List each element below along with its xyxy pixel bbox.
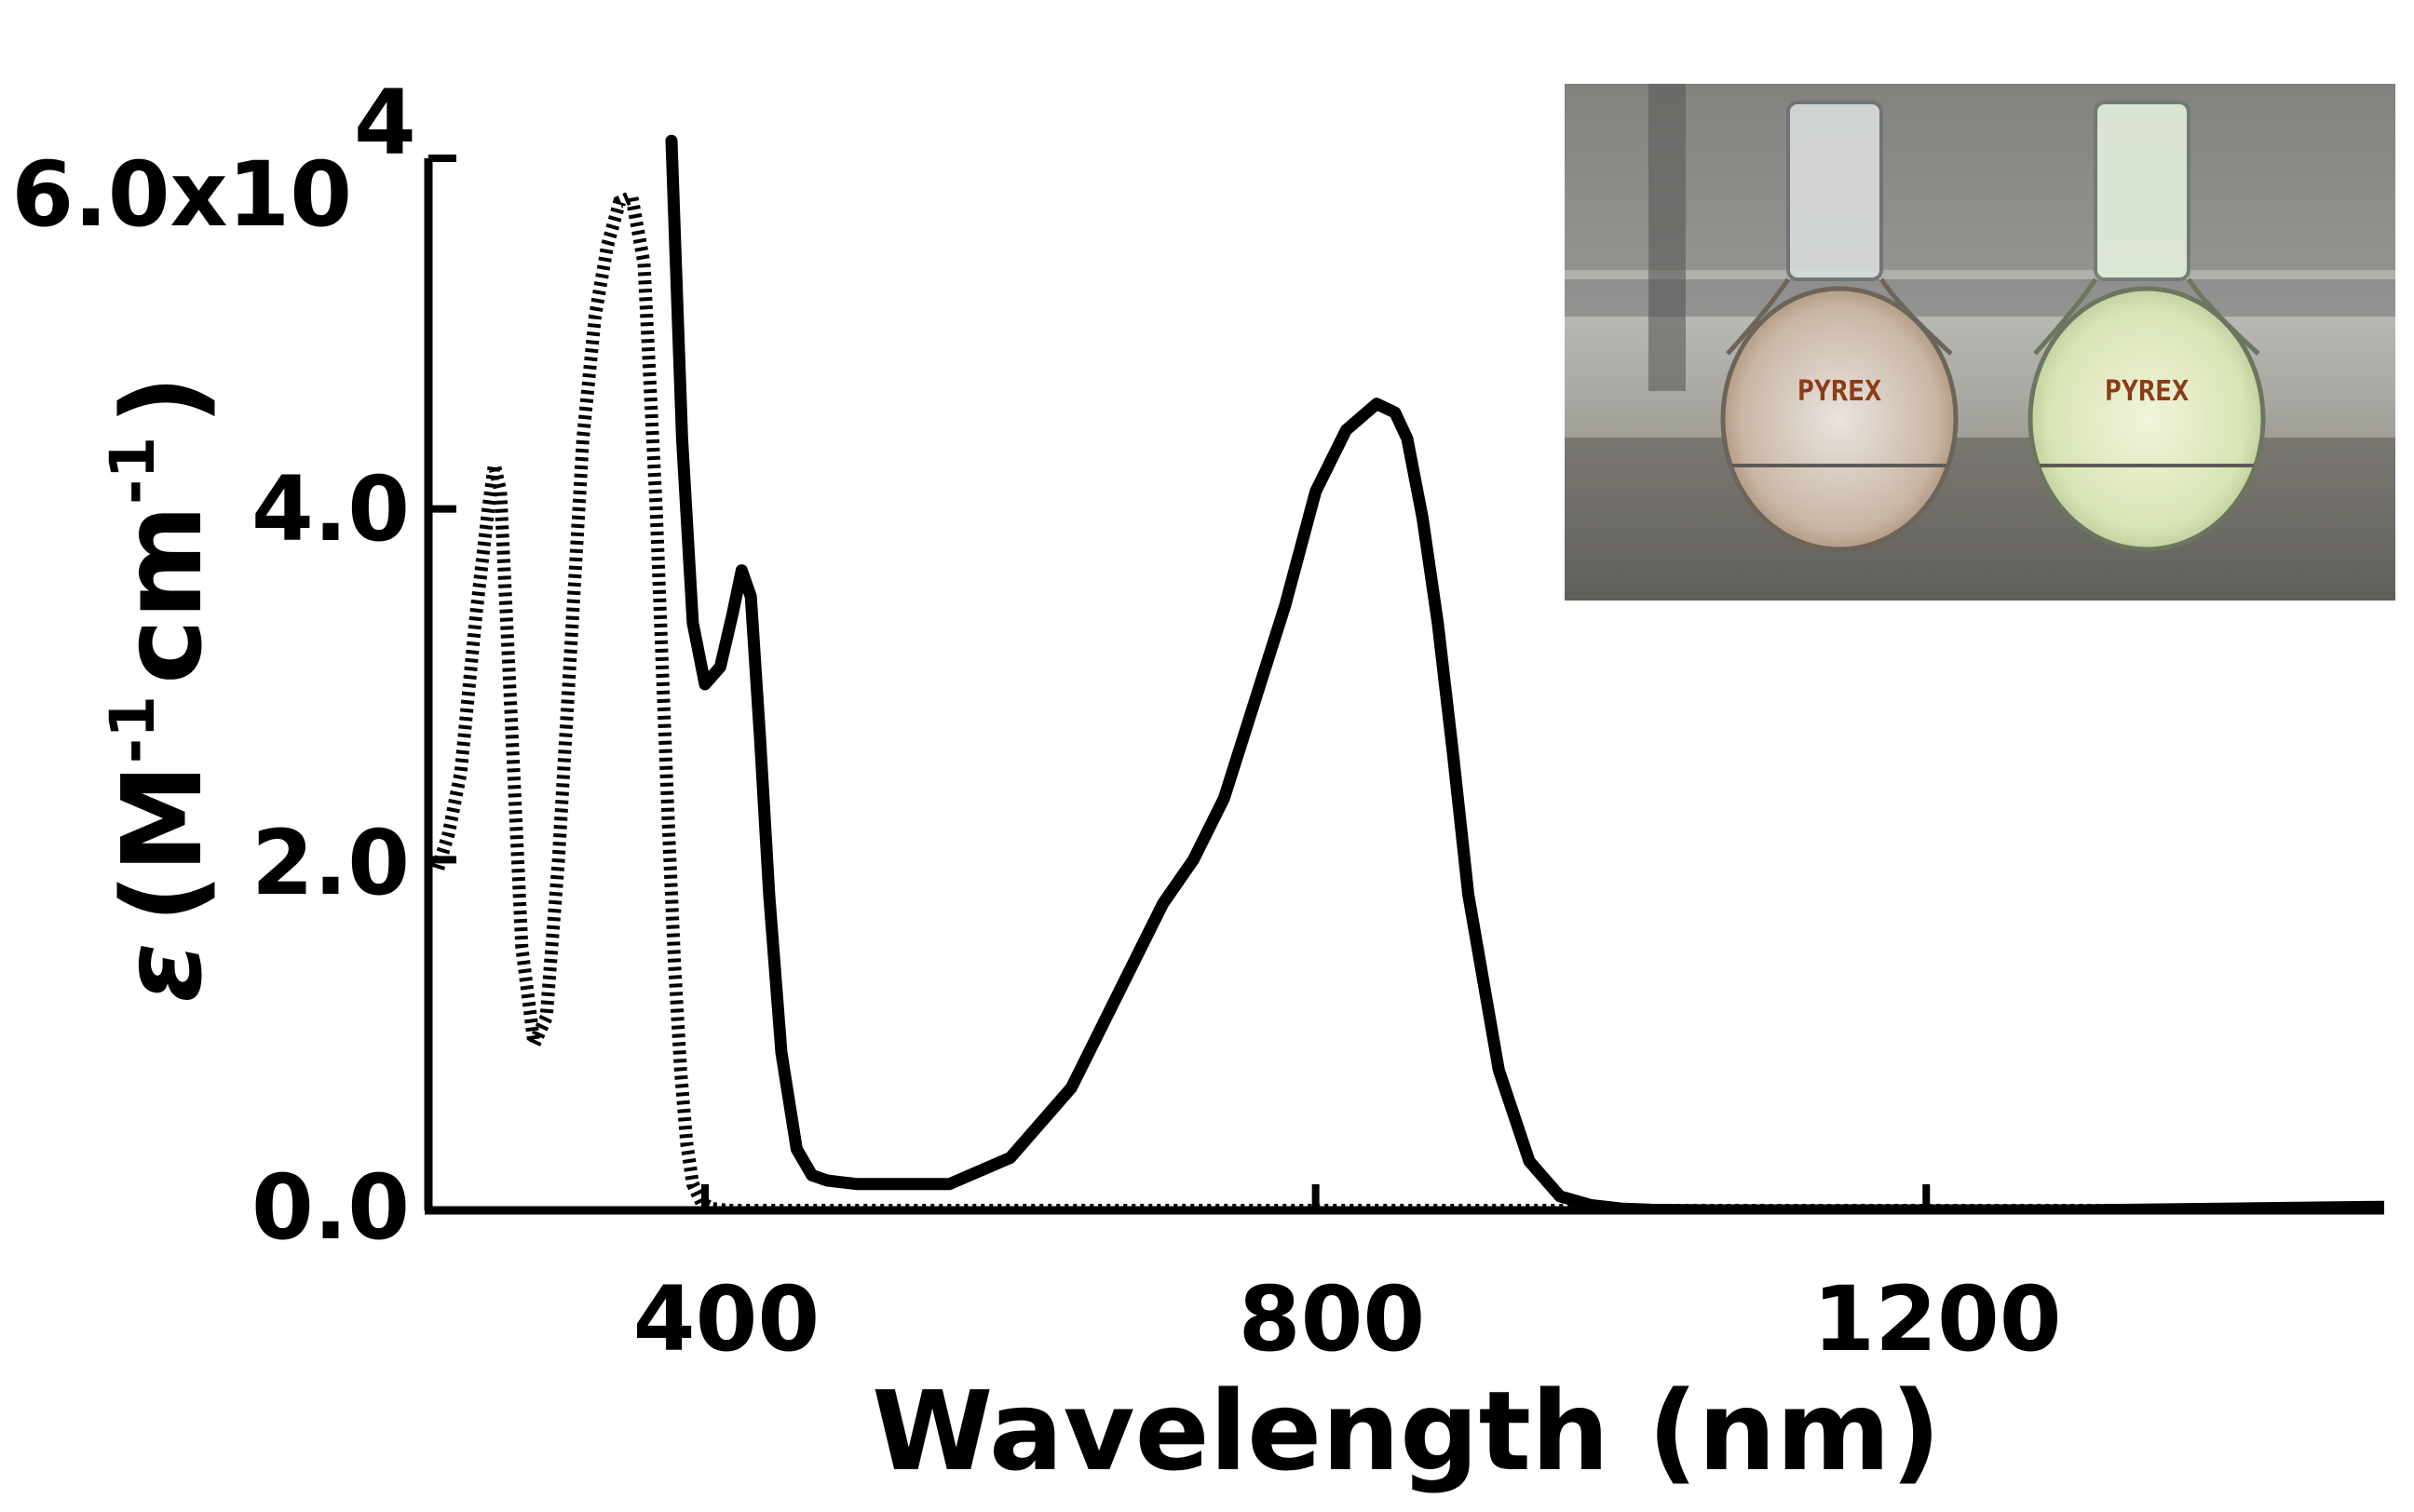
y-axis-title: ε(M-1cm-1)	[97, 375, 226, 1004]
y-axis-title-symbol: ε	[98, 942, 226, 1004]
y-axis-title-exp2: -1	[97, 437, 169, 505]
y-axis-title-exp1: -1	[97, 695, 169, 763]
y-axis-title-open: (M	[98, 763, 226, 923]
inset-photo: PYREX PYREX	[1565, 84, 2395, 601]
x-axis-title: Wavelength (nm)	[872, 1367, 1941, 1495]
svg-text:ε(M-1cm-1): ε(M-1cm-1)	[97, 375, 226, 1004]
left-flask: PYREX	[1720, 101, 1959, 552]
right-flask-label: PYREX	[2105, 375, 2189, 408]
x-tick-label-2: 1200	[1812, 1267, 2061, 1371]
y-tick-label-2: 4.0	[251, 457, 410, 561]
y-axis-title-close: )	[98, 375, 226, 425]
series-line-solid	[665, 134, 2384, 1210]
left-flask-label: PYREX	[1797, 375, 1881, 408]
y-tick-label-1: 2.0	[251, 811, 410, 915]
y-tick-label-3-exponent: 4	[354, 71, 416, 175]
right-flask: PYREX	[2027, 101, 2266, 552]
y-axis-ticks	[428, 155, 456, 1214]
y-tick-label-0: 0.0	[251, 1155, 410, 1260]
y-tick-label-3: 6.0x10	[11, 142, 352, 247]
x-tick-label-0: 400	[633, 1267, 820, 1371]
y-axis-title-mid: cm	[98, 505, 226, 684]
x-tick-label-1: 800	[1239, 1267, 1425, 1371]
